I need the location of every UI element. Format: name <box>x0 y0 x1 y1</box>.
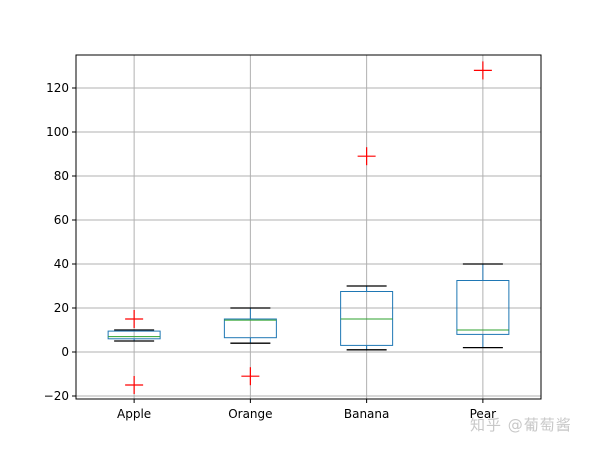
box-orange <box>223 307 277 386</box>
y-tick-label: 120 <box>46 81 69 95</box>
y-tick-label: 20 <box>54 301 69 315</box>
x-tick-label: Pear <box>470 407 497 421</box>
x-tick-label: Banana <box>344 407 390 421</box>
y-tick-label: 100 <box>46 125 69 139</box>
x-tick-label: Orange <box>228 407 272 421</box>
x-axis: Apple Orange Banana Pear <box>117 399 496 421</box>
box-iqr <box>456 280 510 335</box>
y-tick-label: 40 <box>54 257 69 271</box>
box-iqr <box>107 330 161 340</box>
y-tick-label: −20 <box>44 389 69 403</box>
x-tick-label: Apple <box>117 407 151 421</box>
y-tick-label: 60 <box>54 213 69 227</box>
watermark: 知乎 @葡萄酱 <box>470 416 572 434</box>
y-tick-label: 80 <box>54 169 69 183</box>
box-series <box>107 61 510 394</box>
box-pear <box>456 61 510 349</box>
box-iqr <box>223 318 277 339</box>
y-tick-label: 0 <box>61 345 69 359</box>
box-apple <box>107 310 161 394</box>
box-banana <box>340 147 394 351</box>
axes-frame <box>75 54 542 400</box>
box-iqr <box>340 291 394 346</box>
y-axis: −20 0 20 40 60 80 100 120 <box>44 81 76 403</box>
